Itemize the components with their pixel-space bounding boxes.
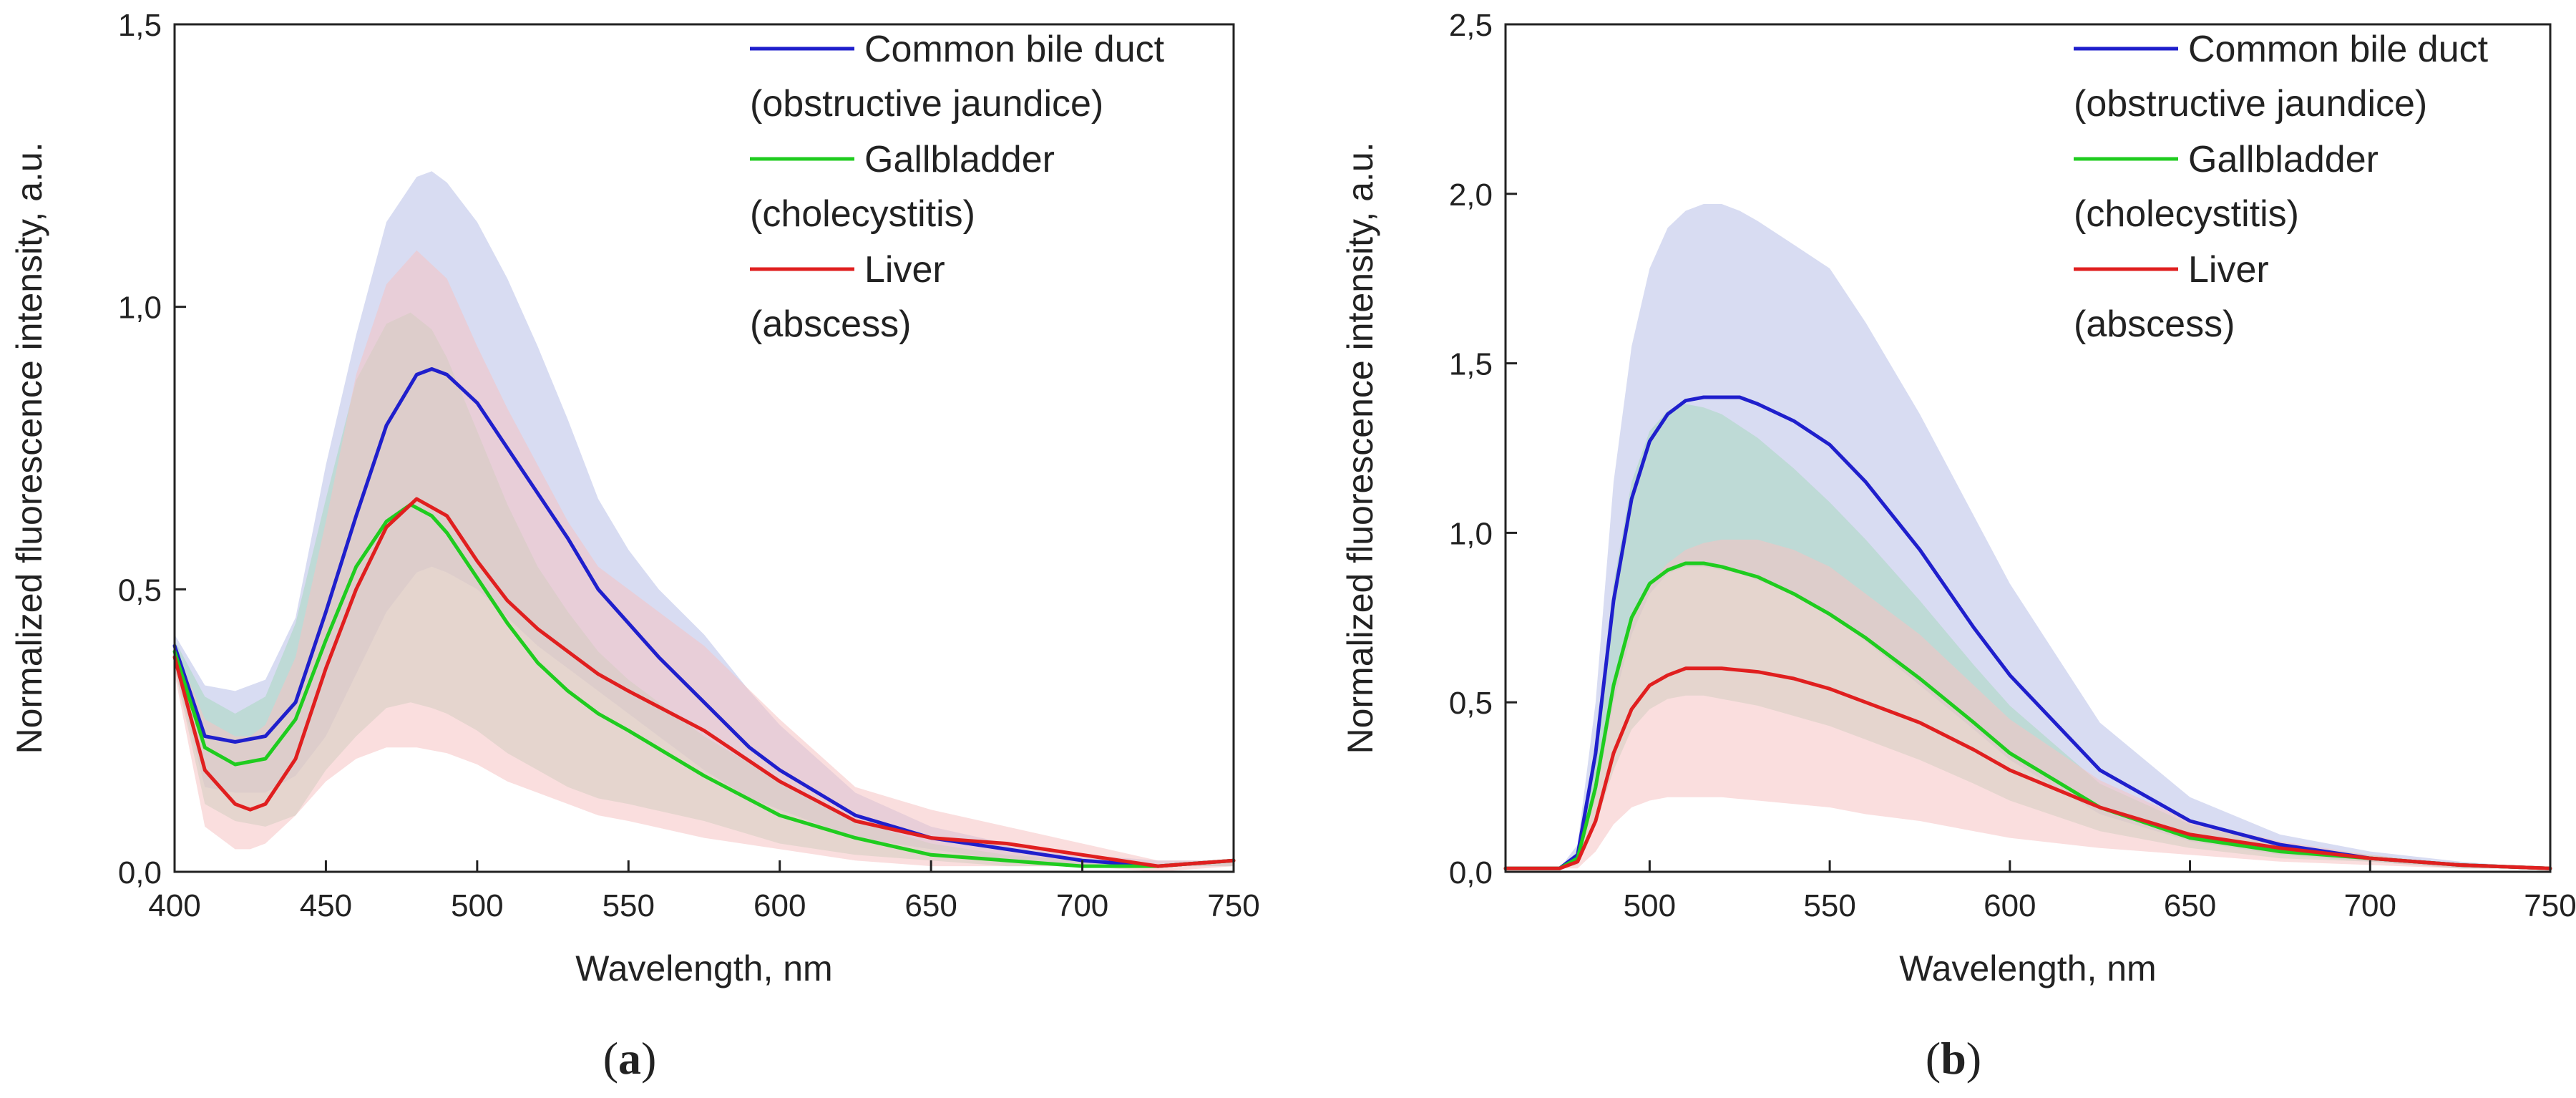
x-tick-label-b-4: 700 [2344,888,2396,923]
y-tick-label-b-1: 0,5 [1449,686,1493,721]
panel-label-a-letter: a [618,1033,641,1084]
x-ticks-a: 400 450 500 550 600 650 700 750 [148,860,1260,923]
band-b-2 [1506,539,2550,869]
y-tick-label-a-0: 0,0 [118,855,162,890]
series-line-a-0 [172,367,1236,868]
x-tick-label-b-1: 550 [1803,888,1855,923]
y-tick-label-b-2: 1,0 [1449,516,1493,551]
series-line-b-1 [1503,561,2552,870]
y-tick-label-b-4: 2,0 [1449,178,1493,213]
chart-panel-b: 500 550 600 650 700 750 0,0 0,5 1,0 1,5 2,0 2,5 Wa… [1340,8,2576,1084]
panel-label-a: (a) [603,1033,657,1084]
legend-label-a-2-line-1: (abscess) [750,303,911,345]
series-line-b-0 [1503,395,2552,870]
legend-a: Common bile duct (obstructive jaundice) … [750,29,1165,345]
legend-label-b-1-line-0: Gallbladder [2188,139,2379,180]
chart-panel-a: 400 450 500 550 600 650 700 750 0,0 0,5 1,0 1,5 Wa… [9,8,1260,1084]
y-tick-label-b-3: 1,5 [1449,347,1493,382]
y-axis-title-a: Normalized fluorescence intensity, a.u. [9,142,49,754]
x-tick-label-a-6: 700 [1056,888,1108,923]
y-tick-label-b-0: 0,0 [1449,855,1493,890]
legend-b: Common bile duct (obstructive jaundice) … [2074,29,2489,345]
x-axis-title-b: Wavelength, nm [1899,948,2156,988]
legend-label-a-0-line-1: (obstructive jaundice) [750,83,1103,125]
y-ticks-b: 0,0 0,5 1,0 1,5 2,0 2,5 [1449,8,1517,890]
legend-label-b-2-line-1: (abscess) [2074,303,2235,345]
bands-a [175,171,1234,872]
legend-label-a-1-line-0: Gallbladder [864,139,1055,180]
x-tick-label-b-3: 650 [2164,888,2216,923]
series-line-a-1 [172,502,1236,868]
x-tick-label-b-2: 600 [1984,888,2036,923]
x-tick-label-a-4: 600 [753,888,806,923]
series-lines-a [172,367,1236,868]
legend-label-a-0-line-0: Common bile duct [864,29,1165,70]
band-b-1 [1506,404,2550,869]
bands-b [1506,204,2550,869]
y-tick-label-a-3: 1,5 [118,8,162,43]
panel-label-b-letter: b [1941,1033,1966,1084]
x-tick-label-a-5: 650 [904,888,957,923]
x-tick-label-b-5: 750 [2524,888,2576,923]
y-tick-label-b-5: 2,5 [1449,8,1493,43]
plot-frame-b [1504,23,2552,873]
legend-label-b-1-line-1: (cholecystitis) [2074,193,2299,235]
x-tick-label-a-3: 550 [602,888,655,923]
legend-label-b-2-line-0: Liver [2188,249,2269,291]
y-ticks-a: 0,0 0,5 1,0 1,5 [118,8,186,890]
x-tick-label-a-1: 450 [300,888,352,923]
x-axis-title-a: Wavelength, nm [575,948,832,988]
y-axis-title-b: Normalized fluorescence intensity, a.u. [1340,142,1380,754]
legend-label-a-2-line-0: Liver [864,249,945,291]
series-line-a-2 [172,497,1236,868]
y-tick-label-a-1: 0,5 [118,573,162,608]
series-lines-b [1503,395,2552,870]
panel-label-b: (b) [1926,1033,1981,1084]
x-tick-label-a-2: 500 [451,888,503,923]
x-ticks-b: 500 550 600 650 700 750 [1624,860,2576,923]
x-tick-label-a-7: 750 [1207,888,1259,923]
x-tick-label-b-0: 500 [1624,888,1676,923]
legend-label-b-0-line-0: Common bile duct [2188,29,2489,70]
y-tick-label-a-2: 1,0 [118,291,162,326]
x-tick-label-a-0: 400 [148,888,200,923]
series-line-b-2 [1503,666,2552,870]
plot-frame-a [173,23,1235,873]
band-b-0 [1506,204,2550,869]
legend-label-b-0-line-1: (obstructive jaundice) [2074,83,2427,125]
band-a-2 [175,250,1234,872]
legend-label-a-1-line-1: (cholecystitis) [750,193,975,235]
